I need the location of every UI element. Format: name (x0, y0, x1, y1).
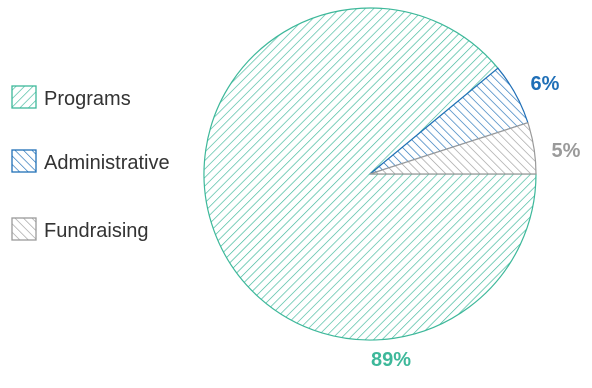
legend-label-fundraising: Fundraising (44, 220, 149, 242)
data-labels: 89% 6% 5% (371, 73, 581, 371)
pie-slices (203, 7, 537, 341)
legend: Programs Administrative Fundraising (11, 85, 170, 242)
pie-slice-fundraising (369, 121, 537, 175)
data-label-fundraising: 5% (552, 140, 581, 162)
legend-swatch-fundraising (11, 217, 37, 241)
data-label-administrative: 6% (531, 73, 560, 95)
legend-swatch-administrative (11, 149, 37, 173)
legend-swatch-programs (11, 85, 37, 109)
legend-label-programs: Programs (44, 88, 131, 110)
data-label-programs: 89% (371, 349, 411, 371)
legend-label-administrative: Administrative (44, 152, 170, 174)
